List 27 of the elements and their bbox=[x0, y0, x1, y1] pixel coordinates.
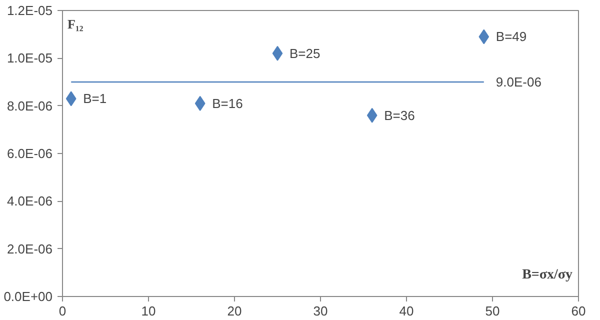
x-tick-label: 30 bbox=[313, 304, 328, 318]
x-tick-label: 50 bbox=[485, 304, 500, 318]
x-tick-label: 20 bbox=[227, 304, 242, 318]
annotation: B=25 bbox=[290, 46, 320, 61]
y-axis-title: F₁₂ bbox=[68, 16, 84, 32]
annotation: B=1 bbox=[83, 91, 107, 106]
x-tick-label: 0 bbox=[58, 304, 66, 318]
x-tick-label: 60 bbox=[571, 304, 586, 318]
y-tick-label: 6.0E-06 bbox=[6, 146, 53, 161]
x-axis-title: B=σx/σy bbox=[522, 268, 572, 282]
y-tick-label: 8.0E-06 bbox=[6, 98, 53, 114]
annotation: B=16 bbox=[212, 96, 243, 111]
y-tick-label: 0.0E+00 bbox=[4, 289, 52, 304]
y-tick-label: 2.0E-06 bbox=[6, 241, 53, 256]
y-tick-label: 4.0E-06 bbox=[6, 194, 53, 209]
annotation: B=36 bbox=[384, 108, 415, 123]
point bbox=[478, 29, 490, 44]
point bbox=[366, 108, 378, 123]
point bbox=[272, 46, 283, 61]
x-tick-label: 40 bbox=[399, 304, 414, 318]
point bbox=[194, 96, 206, 111]
y-tick-label: 1.0E-05 bbox=[6, 50, 53, 66]
y-tick-label: 1.2E-05 bbox=[6, 3, 53, 18]
annotation: B=49 bbox=[496, 29, 527, 44]
point bbox=[66, 91, 76, 106]
x-tick-label: 10 bbox=[141, 304, 156, 318]
ref-line-label: 9.0E-06 bbox=[496, 74, 542, 90]
